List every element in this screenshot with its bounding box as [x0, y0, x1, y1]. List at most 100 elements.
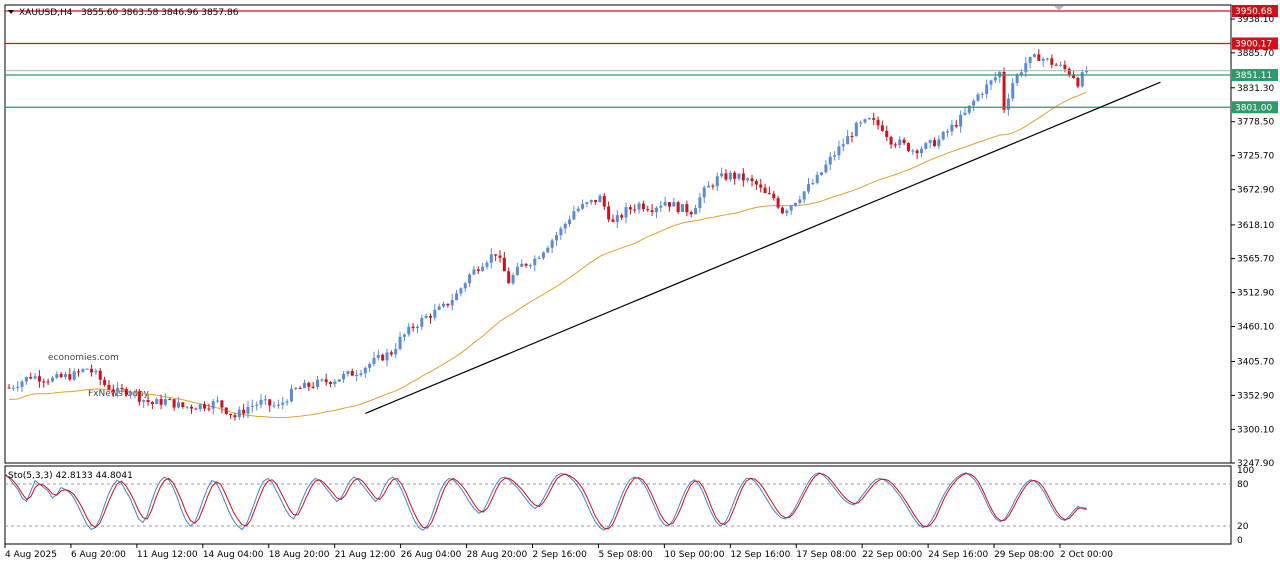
candle-body	[415, 326, 419, 329]
candle-body	[728, 172, 732, 180]
candle-body	[654, 207, 658, 213]
candle-body	[137, 391, 141, 402]
candle-body	[481, 266, 485, 272]
chart-menu-triangle-icon[interactable]	[8, 10, 14, 14]
candle-body	[702, 187, 706, 198]
candle-body	[324, 379, 328, 383]
candle-body	[633, 209, 637, 211]
resistance-level-price-tag	[1232, 4, 1278, 17]
candle-body	[876, 119, 880, 126]
candle-body	[472, 269, 476, 275]
time-tick-label: 11 Aug 12:00	[137, 550, 198, 560]
candle-body	[959, 114, 963, 127]
candle-body	[594, 199, 598, 203]
candle-body	[246, 406, 250, 414]
time-tick-label: 28 Aug 20:00	[467, 550, 528, 560]
candle-body	[1072, 74, 1076, 78]
candle-body	[846, 136, 850, 145]
candle-body	[1015, 74, 1019, 84]
candle-body	[572, 211, 576, 220]
candle-body	[116, 387, 120, 392]
candle-body	[142, 400, 146, 402]
candle-body	[833, 155, 837, 157]
candle-body	[316, 379, 320, 387]
candle-body	[902, 139, 906, 144]
price-tick-label: 3831.30	[1237, 84, 1274, 94]
candle-body	[50, 377, 54, 382]
candle-body	[893, 144, 897, 146]
candle-body	[820, 172, 824, 175]
candle-body	[1037, 54, 1041, 61]
candle-body	[841, 144, 845, 147]
candle-body	[954, 124, 958, 127]
time-tick-label: 5 Sep 08:00	[598, 550, 653, 560]
candle-body	[159, 399, 163, 405]
candle-body	[346, 371, 350, 375]
candle-body	[937, 139, 941, 147]
candle-body	[850, 136, 854, 138]
candle-body	[598, 195, 602, 203]
candle-body	[98, 370, 102, 380]
price-tick-label: 3565.70	[1237, 255, 1274, 265]
candle-body	[624, 207, 628, 218]
candle-body	[672, 202, 676, 207]
time-tick-label: 10 Sep 00:00	[664, 550, 724, 560]
time-tick-label: 22 Sep 00:00	[862, 550, 922, 560]
time-tick-label: 2 Oct 00:00	[1060, 550, 1113, 560]
candle-body	[455, 293, 459, 301]
candle-body	[1063, 64, 1067, 69]
candle-body	[172, 399, 176, 408]
candle-body	[750, 178, 754, 182]
candle-body	[637, 203, 641, 210]
candle-body	[989, 80, 993, 85]
support-level-price-tag	[1232, 69, 1278, 82]
watermark-sub-text: FxNewsToday	[88, 389, 150, 399]
candle-body	[442, 303, 446, 307]
candle-body	[20, 381, 24, 387]
candle-body	[190, 406, 193, 409]
candle-body	[793, 203, 797, 206]
horizontal-levels[interactable]: 3950.68 3900.17 3851.11 3801.00	[5, 4, 1278, 114]
candle-body	[81, 369, 85, 372]
time-tick-label: 24 Sep 16:00	[928, 550, 988, 560]
price-panel-frame	[4, 4, 1232, 464]
candle-body	[203, 404, 207, 409]
ascending-trendline[interactable]	[365, 81, 1161, 414]
candle-body	[333, 381, 337, 385]
candle-body	[281, 402, 285, 405]
candle-body	[433, 309, 437, 318]
candle-body	[42, 381, 46, 383]
stochastic-tick-label: 80	[1237, 480, 1249, 490]
candle-body	[650, 210, 654, 213]
candle-body	[359, 373, 363, 375]
candle-body	[1050, 58, 1054, 65]
price-tick-label: 3405.70	[1237, 358, 1274, 368]
candle-body	[255, 404, 259, 406]
trendline[interactable]	[365, 81, 1161, 414]
candle-body	[581, 204, 585, 209]
candle-body	[867, 118, 871, 120]
candle-body	[368, 363, 372, 368]
candle-body	[1076, 77, 1080, 87]
candle-body	[320, 379, 324, 381]
candle-body	[311, 386, 315, 388]
candle-body	[785, 210, 789, 214]
stochastic-main-line	[4, 472, 1087, 531]
candle-body	[985, 84, 989, 94]
candle-body	[754, 181, 758, 185]
candle-body	[72, 371, 76, 380]
candle-body	[90, 368, 94, 373]
candle-body	[29, 377, 33, 379]
candle-body	[872, 118, 876, 120]
candle-body	[885, 130, 889, 137]
candle-body	[420, 317, 424, 327]
candle-body	[615, 215, 619, 222]
candle-body	[133, 391, 137, 393]
candle-body	[663, 202, 667, 206]
candle-body	[402, 334, 406, 337]
candle-body	[77, 371, 81, 373]
chart-shift-marker-icon[interactable]	[1054, 6, 1064, 11]
candle-body	[1002, 71, 1006, 110]
candle-body	[724, 173, 728, 180]
